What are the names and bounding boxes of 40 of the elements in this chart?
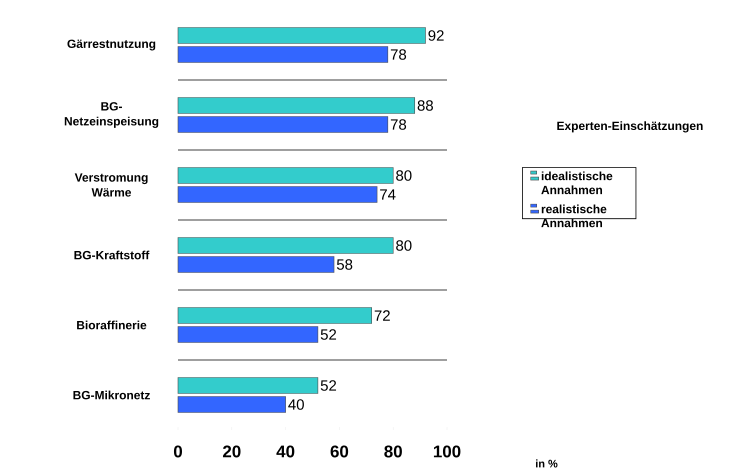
y-tick-label: Bioraffinerie xyxy=(77,320,146,330)
legend-label: realistische Annahmen xyxy=(541,204,606,228)
data-label: 80 xyxy=(396,240,412,251)
data-label: 78 xyxy=(390,119,406,130)
bar xyxy=(178,377,318,394)
data-label: 80 xyxy=(396,170,412,181)
y-tick-label: BG-Mikronetz xyxy=(73,390,150,400)
bar xyxy=(178,97,416,114)
bar xyxy=(178,46,388,63)
x-tick-label: 40 xyxy=(276,445,294,458)
data-label: 92 xyxy=(428,30,444,41)
x-tick-label: 20 xyxy=(222,445,241,458)
legend-label: idealistische Annahmen xyxy=(541,171,612,194)
data-label: 88 xyxy=(418,100,433,111)
x-tick-label: 80 xyxy=(384,445,402,458)
bar xyxy=(178,307,372,324)
bar xyxy=(178,237,394,254)
bar xyxy=(178,116,388,133)
bar xyxy=(178,27,426,44)
y-tick-label: BG-Kraftstoff xyxy=(74,250,150,260)
y-tick-label: BG-Netzeinspeisung xyxy=(64,102,158,128)
text: in % xyxy=(536,459,558,468)
data-label: 52 xyxy=(320,380,336,391)
data-label: 52 xyxy=(320,329,336,340)
data-label: 72 xyxy=(374,310,390,321)
y-tick-label: Gärrestnutzung xyxy=(67,40,156,50)
bar xyxy=(178,256,334,273)
data-label: 78 xyxy=(390,49,406,60)
bar xyxy=(178,396,286,413)
y-tick-label: Verstromung Wärme xyxy=(74,173,148,197)
data-label: 40 xyxy=(288,399,304,410)
data-label: 58 xyxy=(336,259,352,270)
x-tick-label: 0 xyxy=(174,445,182,458)
x-tick-label: 60 xyxy=(330,445,348,458)
x-tick-label: 100 xyxy=(434,445,460,458)
legend-title: Experten-Einschätzungen xyxy=(557,121,703,132)
bar xyxy=(178,167,394,184)
bar xyxy=(178,186,378,203)
data-label: 74 xyxy=(380,189,396,200)
bar xyxy=(178,326,318,343)
